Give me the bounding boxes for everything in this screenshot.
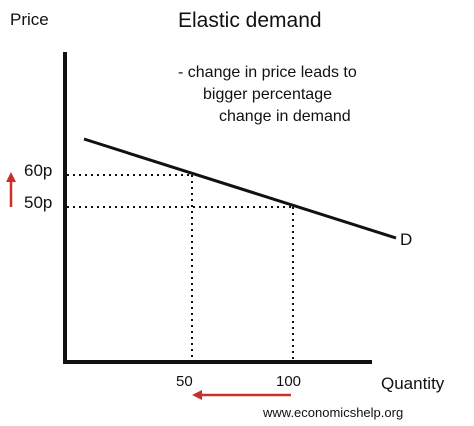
demand-curve-label: D: [400, 230, 412, 249]
y-axis-label: Price: [10, 10, 49, 29]
price-tick-50p: 50p: [24, 193, 52, 212]
quantity-tick-100: 100: [276, 373, 301, 390]
site-watermark: www.economicshelp.org: [262, 405, 403, 420]
demand-curve: [83, 137, 397, 240]
diagram-title: Elastic demand: [178, 9, 322, 32]
note-line-2: bigger percentage: [203, 86, 332, 103]
price-tick-60p: 60p: [24, 161, 52, 180]
quantity-tick-50: 50: [176, 373, 193, 390]
note-line-3: change in demand: [219, 108, 351, 125]
note-line-1: - change in price leads to: [178, 64, 357, 81]
x-axis-label: Quantity: [381, 374, 445, 393]
